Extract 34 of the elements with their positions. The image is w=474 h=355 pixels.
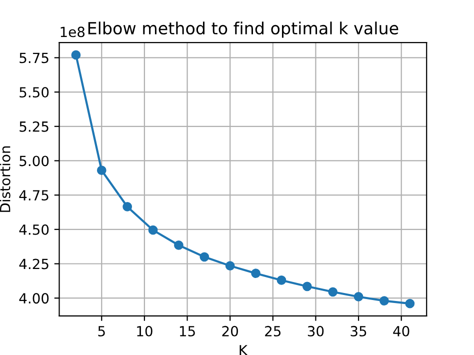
- point: [200, 252, 210, 262]
- point: [148, 225, 158, 235]
- y-tick-label: 4.00: [19, 293, 49, 304]
- point: [276, 276, 286, 285]
- y-tick-label: 5.75: [20, 52, 48, 64]
- point: [251, 268, 260, 278]
- y-axis-title: Distortion: [0, 146, 10, 212]
- point: [354, 292, 364, 302]
- point: [302, 282, 312, 292]
- y-tick-label: 4.75: [19, 190, 48, 201]
- x-tick-label: 20: [222, 326, 238, 336]
- point: [225, 261, 235, 270]
- y-tick-label: 4.50: [19, 224, 49, 235]
- x-tick-label: 30: [308, 326, 324, 336]
- point: [174, 240, 184, 250]
- y-tick-label: 4.25: [19, 258, 48, 270]
- point: [96, 166, 106, 176]
- point: [71, 50, 81, 60]
- x-tick-label: 35: [350, 326, 366, 336]
- x-tick-label: 25: [265, 326, 281, 336]
- x-tick-label: 10: [137, 326, 152, 336]
- point: [380, 296, 389, 306]
- y-tick-label: 5.50: [20, 87, 49, 98]
- point: [405, 298, 415, 308]
- y-tick-label: 5.00: [20, 156, 49, 166]
- x-tick-label: 15: [180, 326, 195, 336]
- chart-title: Elbow method to find optimal k value: [88, 22, 398, 38]
- point: [328, 287, 338, 297]
- x-tick-label: 5: [98, 326, 105, 336]
- point: [122, 202, 132, 212]
- y-tick-label: 5.25: [20, 121, 48, 132]
- text: 1e8: [60, 26, 85, 38]
- x-tick-label: 40: [393, 326, 410, 336]
- x-axis-title: K: [240, 345, 248, 355]
